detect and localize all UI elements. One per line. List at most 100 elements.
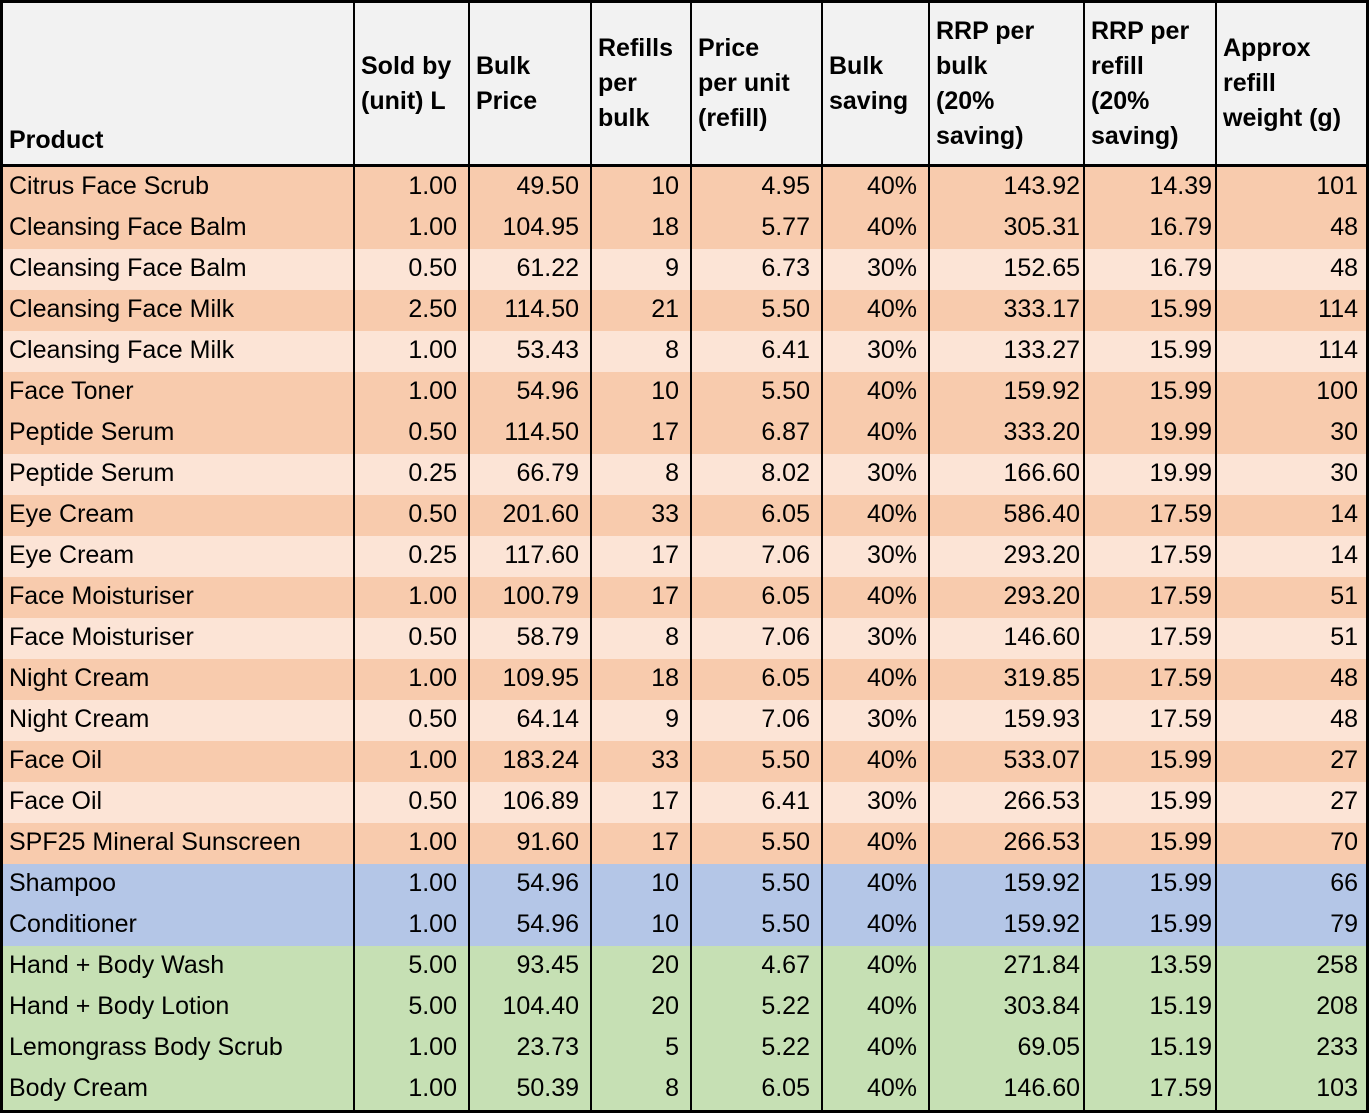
- value-cell[interactable]: 159.92: [930, 905, 1085, 946]
- column-header-refills-per-bulk[interactable]: Refills per bulk: [592, 3, 692, 164]
- value-cell[interactable]: 17.59: [1085, 495, 1217, 536]
- value-cell[interactable]: 293.20: [930, 536, 1085, 577]
- product-cell[interactable]: Night Cream: [3, 700, 355, 741]
- value-cell[interactable]: 30%: [823, 331, 930, 372]
- value-cell[interactable]: 146.60: [930, 618, 1085, 659]
- value-cell[interactable]: 15.19: [1085, 987, 1217, 1028]
- value-cell[interactable]: 30%: [823, 782, 930, 823]
- value-cell[interactable]: 1.00: [355, 823, 470, 864]
- value-cell[interactable]: 258: [1316, 951, 1358, 979]
- value-cell[interactable]: 54.96: [470, 372, 592, 413]
- value-cell[interactable]: 19.99: [1085, 413, 1217, 454]
- column-header-bulk-price[interactable]: Bulk Price: [470, 3, 592, 164]
- value-cell[interactable]: 15.99: [1085, 905, 1217, 946]
- value-cell[interactable]: 27: [1330, 787, 1358, 815]
- value-cell[interactable]: 51: [1330, 582, 1358, 610]
- value-cell[interactable]: 6.41: [692, 331, 823, 372]
- value-cell[interactable]: 303.84: [930, 987, 1085, 1028]
- value-cell[interactable]: 114: [1318, 295, 1358, 323]
- value-cell[interactable]: 5.22: [692, 1028, 823, 1069]
- value-cell[interactable]: 17.59: [1085, 536, 1217, 577]
- value-cell[interactable]: 40%: [823, 167, 930, 208]
- product-cell[interactable]: Peptide Serum: [3, 454, 355, 495]
- value-cell[interactable]: 5.50: [692, 823, 823, 864]
- value-cell[interactable]: 201.60: [470, 495, 592, 536]
- value-cell[interactable]: 15.99: [1085, 331, 1217, 372]
- value-cell[interactable]: 233: [1316, 1033, 1358, 1061]
- value-cell[interactable]: 183.24: [470, 741, 592, 782]
- value-cell[interactable]: 6.73: [692, 249, 823, 290]
- value-cell[interactable]: 1.00: [355, 208, 470, 249]
- value-cell[interactable]: 0.50: [355, 495, 470, 536]
- value-cell[interactable]: 8: [592, 1069, 692, 1110]
- value-cell[interactable]: 40%: [823, 905, 930, 946]
- column-header-sold-by-unit[interactable]: Sold by (unit) L: [355, 3, 470, 164]
- column-header-refill-weight[interactable]: Approx refill weight (g): [1223, 34, 1342, 132]
- value-cell[interactable]: 8: [592, 618, 692, 659]
- value-cell[interactable]: 6.05: [692, 1069, 823, 1110]
- value-cell[interactable]: 6.05: [692, 495, 823, 536]
- value-cell[interactable]: 40%: [823, 413, 930, 454]
- value-cell[interactable]: 8: [592, 331, 692, 372]
- value-cell[interactable]: 48: [1330, 705, 1358, 733]
- value-cell[interactable]: 40%: [823, 208, 930, 249]
- column-header-rrp-per-bulk[interactable]: RRP per bulk (20% saving): [930, 3, 1085, 164]
- product-cell[interactable]: Hand + Body Lotion: [3, 987, 355, 1028]
- value-cell[interactable]: 20: [592, 946, 692, 987]
- value-cell[interactable]: 17: [592, 782, 692, 823]
- value-cell[interactable]: 69.05: [930, 1028, 1085, 1069]
- value-cell[interactable]: 17: [592, 536, 692, 577]
- product-cell[interactable]: SPF25 Mineral Sunscreen: [3, 823, 355, 864]
- value-cell[interactable]: 319.85: [930, 659, 1085, 700]
- value-cell[interactable]: 17: [592, 577, 692, 618]
- value-cell[interactable]: 266.53: [930, 823, 1085, 864]
- value-cell[interactable]: 33: [592, 741, 692, 782]
- value-cell[interactable]: 8.02: [692, 454, 823, 495]
- value-cell[interactable]: 23.73: [470, 1028, 592, 1069]
- value-cell[interactable]: 1.00: [355, 1069, 470, 1110]
- value-cell[interactable]: 51: [1330, 623, 1358, 651]
- value-cell[interactable]: 79: [1330, 910, 1358, 938]
- value-cell[interactable]: 93.45: [470, 946, 592, 987]
- value-cell[interactable]: 305.31: [930, 208, 1085, 249]
- value-cell[interactable]: 333.20: [930, 413, 1085, 454]
- value-cell[interactable]: 7.06: [692, 618, 823, 659]
- value-cell[interactable]: 66.79: [470, 454, 592, 495]
- value-cell[interactable]: 40%: [823, 946, 930, 987]
- value-cell[interactable]: 58.79: [470, 618, 592, 659]
- value-cell[interactable]: 6.05: [692, 659, 823, 700]
- value-cell[interactable]: 40%: [823, 659, 930, 700]
- value-cell[interactable]: 64.14: [470, 700, 592, 741]
- value-cell[interactable]: 114.50: [470, 290, 592, 331]
- value-cell[interactable]: 133.27: [930, 331, 1085, 372]
- value-cell[interactable]: 40%: [823, 1069, 930, 1110]
- value-cell[interactable]: 5.50: [692, 290, 823, 331]
- column-header-rrp-per-refill[interactable]: RRP per refill (20% saving): [1085, 3, 1217, 164]
- value-cell[interactable]: 271.84: [930, 946, 1085, 987]
- value-cell[interactable]: 100: [1316, 377, 1358, 405]
- value-cell[interactable]: 15.99: [1085, 864, 1217, 905]
- value-cell[interactable]: 17: [592, 823, 692, 864]
- value-cell[interactable]: 30%: [823, 700, 930, 741]
- value-cell[interactable]: 8: [592, 454, 692, 495]
- value-cell[interactable]: 17: [592, 413, 692, 454]
- value-cell[interactable]: 159.92: [930, 372, 1085, 413]
- value-cell[interactable]: 48: [1330, 664, 1358, 692]
- value-cell[interactable]: 21: [592, 290, 692, 331]
- value-cell[interactable]: 1.00: [355, 905, 470, 946]
- value-cell[interactable]: 48: [1330, 213, 1358, 241]
- value-cell[interactable]: 14.39: [1085, 167, 1217, 208]
- value-cell[interactable]: 10: [592, 167, 692, 208]
- value-cell[interactable]: 101: [1316, 172, 1358, 200]
- value-cell[interactable]: 103: [1316, 1074, 1358, 1102]
- value-cell[interactable]: 586.40: [930, 495, 1085, 536]
- value-cell[interactable]: 18: [592, 208, 692, 249]
- value-cell[interactable]: 166.60: [930, 454, 1085, 495]
- value-cell[interactable]: 40%: [823, 577, 930, 618]
- value-cell[interactable]: 1.00: [355, 864, 470, 905]
- value-cell[interactable]: 5.22: [692, 987, 823, 1028]
- product-cell[interactable]: Lemongrass Body Scrub: [3, 1028, 355, 1069]
- value-cell[interactable]: 17.59: [1085, 618, 1217, 659]
- value-cell[interactable]: 293.20: [930, 577, 1085, 618]
- product-cell[interactable]: Body Cream: [3, 1069, 355, 1110]
